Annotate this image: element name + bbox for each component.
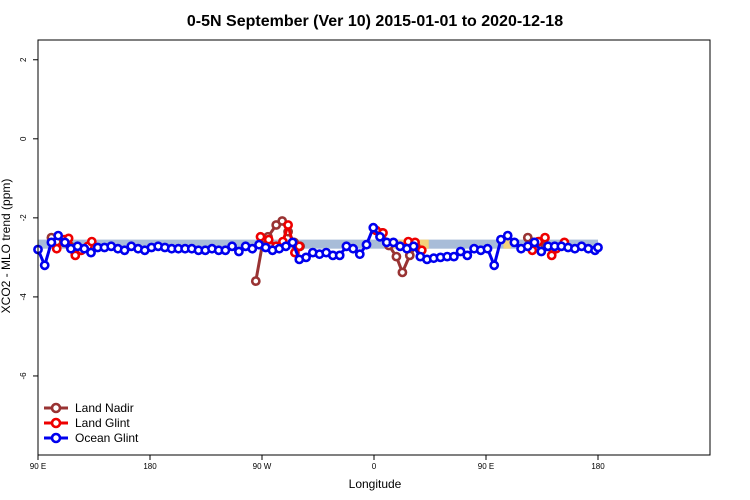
data-point bbox=[495, 234, 506, 245]
data-point bbox=[86, 236, 97, 247]
data-point bbox=[391, 251, 402, 262]
data-point bbox=[227, 241, 237, 252]
data-point bbox=[263, 234, 274, 245]
legend-entry-ocean-glint: Ocean Glint bbox=[44, 431, 139, 445]
data-point bbox=[408, 241, 419, 252]
data-point bbox=[283, 220, 293, 230]
legend-label: Ocean Glint bbox=[75, 431, 139, 445]
data-point bbox=[53, 230, 64, 241]
data-point bbox=[60, 237, 70, 248]
y-tick-label: -2 bbox=[19, 214, 28, 222]
series-ocean-glint bbox=[33, 222, 603, 271]
data-point bbox=[536, 246, 547, 257]
x-tick-label: 180 bbox=[143, 462, 157, 471]
data-point bbox=[86, 247, 96, 258]
legend-entry-land-nadir: Land Nadir bbox=[44, 401, 134, 415]
band-highlight-2 bbox=[503, 239, 511, 249]
data-point bbox=[522, 241, 533, 252]
y-tick-label: 2 bbox=[19, 57, 28, 62]
x-tick-label: 90 E bbox=[30, 462, 46, 471]
data-point bbox=[375, 231, 385, 242]
data-point bbox=[388, 237, 399, 248]
data-point bbox=[348, 243, 358, 254]
data-point bbox=[368, 222, 379, 233]
data-point bbox=[46, 237, 57, 248]
trend-band-rect bbox=[38, 239, 598, 249]
x-tick-label: 0 bbox=[372, 462, 377, 471]
x-axis-label: Longitude bbox=[349, 477, 402, 491]
data-point bbox=[301, 252, 311, 263]
legend-marker bbox=[50, 432, 62, 444]
chart-title: 0-5N September (Ver 10) 2015-01-01 to 20… bbox=[187, 13, 563, 30]
x-tick-label: 90 E bbox=[478, 462, 494, 471]
legend-marker bbox=[50, 402, 62, 414]
data-point bbox=[119, 245, 130, 256]
data-point bbox=[39, 260, 50, 271]
y-tick-label: -4 bbox=[19, 293, 28, 301]
legend-label: Land Nadir bbox=[75, 401, 134, 415]
data-point bbox=[448, 251, 459, 262]
data-point bbox=[280, 241, 291, 252]
data-point bbox=[70, 250, 81, 261]
data-point bbox=[462, 250, 473, 261]
x-tick-label: 90 W bbox=[253, 462, 272, 471]
y-tick-label: 0 bbox=[19, 136, 28, 141]
legend-label: Land Glint bbox=[75, 416, 130, 430]
data-point bbox=[79, 243, 90, 254]
series-layer bbox=[33, 216, 603, 286]
axes: 90 E 180 90 W 0 90 E 180 2 0 -2 -4 -6 bbox=[19, 39, 711, 471]
data-point bbox=[250, 276, 261, 286]
data-point bbox=[540, 232, 550, 243]
data-point bbox=[529, 237, 540, 248]
data-point bbox=[593, 242, 603, 253]
data-point bbox=[287, 237, 298, 248]
data-point bbox=[51, 243, 62, 254]
data-point bbox=[233, 246, 244, 257]
data-point bbox=[502, 230, 513, 241]
data-point bbox=[546, 250, 557, 261]
legend-entry-land-glint: Land Glint bbox=[44, 416, 130, 430]
data-point bbox=[255, 231, 266, 242]
data-point bbox=[489, 260, 500, 271]
data-point bbox=[247, 243, 258, 254]
data-point bbox=[397, 267, 408, 278]
data-point bbox=[509, 237, 520, 248]
y-axis-label: XCO2 - MLO trend (ppm) bbox=[0, 179, 13, 314]
data-point bbox=[334, 250, 345, 261]
data-point bbox=[455, 246, 466, 257]
data-point bbox=[354, 249, 365, 260]
data-point bbox=[220, 245, 231, 256]
data-point bbox=[482, 243, 493, 254]
data-point bbox=[361, 239, 372, 250]
legend-marker bbox=[50, 417, 62, 429]
y-tick-label: -6 bbox=[19, 372, 28, 380]
x-tick-label: 180 bbox=[591, 462, 605, 471]
